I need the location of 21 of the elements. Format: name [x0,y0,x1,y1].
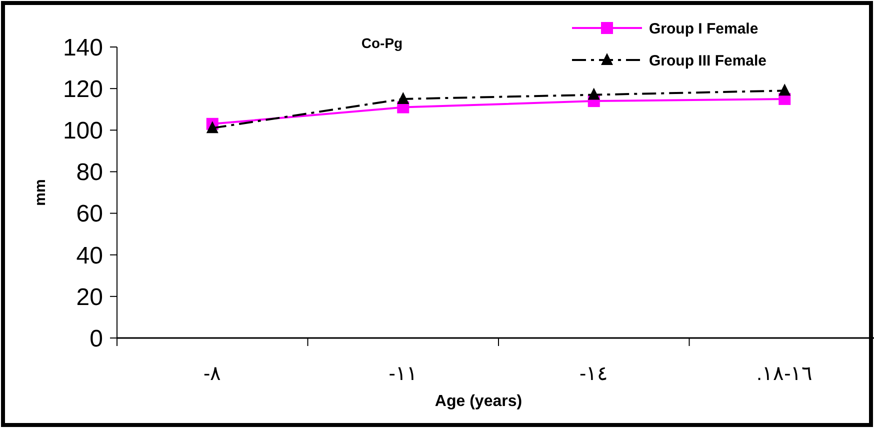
x-tick-label: -١٤ [580,363,608,385]
y-tick-label: 0 [90,325,103,352]
legend-label: Group I Female [649,20,758,38]
point [206,121,218,134]
y-axis-title: mm [32,179,49,206]
y-tick-label: 40 [76,242,103,270]
x-tick-label: -٨ [204,363,222,385]
y-tick-label: 20 [76,284,103,311]
x-tick-label: .١٨-١٦ [756,363,813,385]
y-tick-label: 60 [76,200,103,228]
y-tick-label: 120 [62,76,103,103]
x-axis-title: Age (years) [434,393,522,410]
y-tick-label: 80 [76,159,103,186]
y-tick-label: 140 [62,34,103,62]
y-tick-label: 100 [62,118,103,145]
point [397,92,410,104]
x-tick-label: -١١ [388,363,418,385]
point [588,88,600,100]
point [778,84,791,96]
legend-label: Group III Female [649,52,767,70]
chart-title: Co-Pg [361,35,403,51]
